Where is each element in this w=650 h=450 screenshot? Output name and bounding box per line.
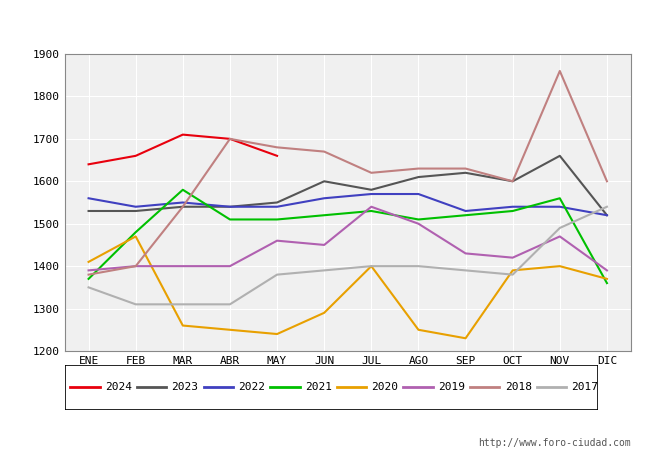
Text: 2017: 2017	[571, 382, 599, 392]
Text: 2021: 2021	[305, 382, 332, 392]
Text: 2023: 2023	[172, 382, 199, 392]
Text: 2022: 2022	[238, 382, 265, 392]
Text: 2020: 2020	[371, 382, 398, 392]
Text: Afiliados en Hostalric a 31/5/2024: Afiliados en Hostalric a 31/5/2024	[155, 16, 495, 34]
Text: http://www.foro-ciudad.com: http://www.foro-ciudad.com	[478, 438, 630, 448]
Text: 2019: 2019	[438, 382, 465, 392]
Text: 2024: 2024	[105, 382, 132, 392]
Text: 2018: 2018	[504, 382, 532, 392]
